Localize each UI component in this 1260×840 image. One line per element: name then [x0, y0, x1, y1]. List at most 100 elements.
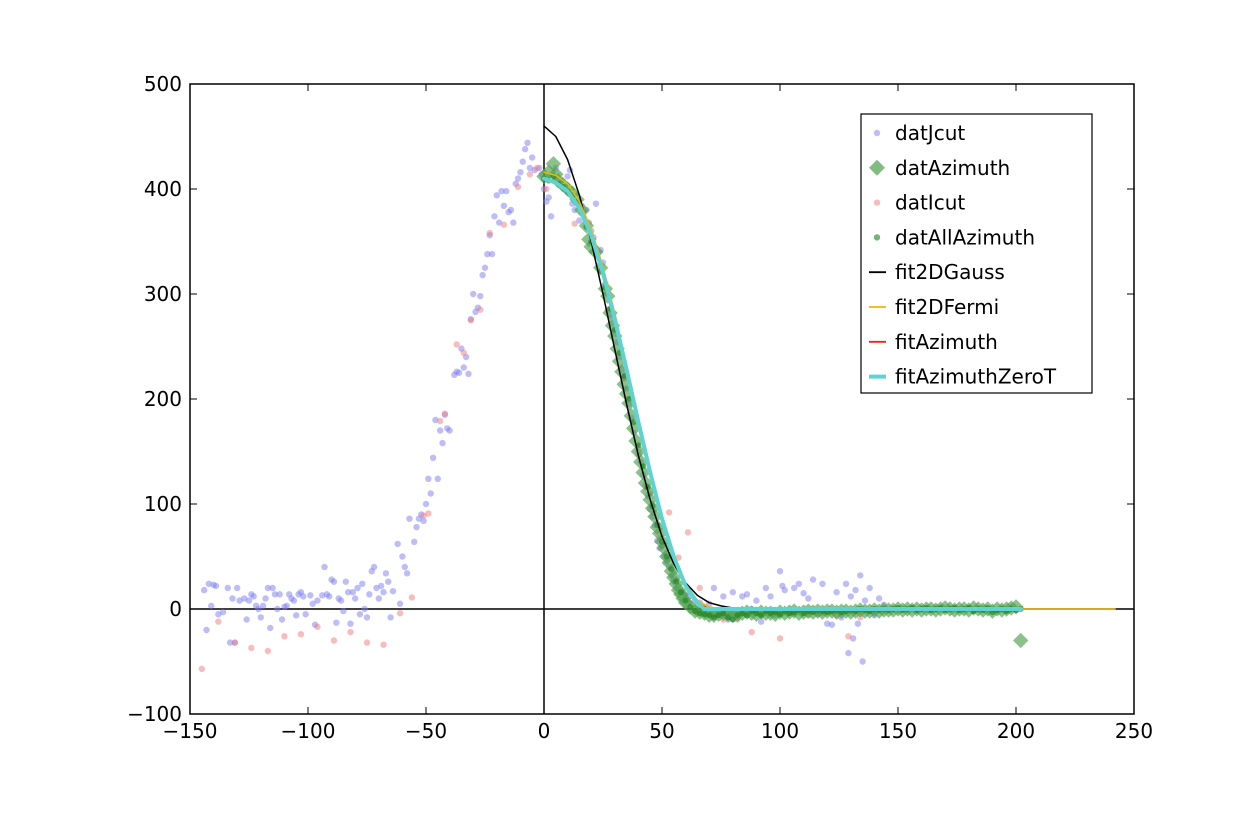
point-datjcut: [757, 618, 765, 625]
point-datjcut: [340, 607, 347, 615]
point-datjcut: [352, 595, 359, 602]
point-datjcut: [349, 589, 357, 596]
point-datallazimuth: [668, 566, 675, 573]
point-daticut: [776, 635, 784, 642]
point-datjcut: [208, 602, 215, 610]
legend-item-datazimuth: datAzimuth: [869, 156, 1010, 180]
point-datjcut: [859, 658, 866, 665]
legend-item-daticut: datIcut: [873, 191, 965, 215]
point-daticut: [441, 410, 449, 417]
point-datjcut: [326, 593, 333, 600]
point-datjcut: [262, 595, 269, 602]
point-datjcut: [302, 611, 309, 618]
point-datallazimuth: [739, 610, 746, 617]
point-datallazimuth: [743, 612, 750, 619]
point-datjcut: [267, 624, 274, 632]
legend-label-datazimuth: datAzimuth: [895, 156, 1010, 180]
point-datjcut: [547, 213, 555, 220]
point-daticut: [281, 633, 288, 640]
point-datjcut: [226, 639, 234, 646]
legend-item-fit2dfermi: fit2DFermi: [869, 295, 999, 319]
point-daticut: [500, 221, 508, 228]
point-datjcut: [420, 517, 427, 524]
point-datjcut: [356, 611, 364, 618]
point-datjcut: [394, 540, 401, 548]
point-datjcut: [852, 586, 859, 594]
point-datjcut: [344, 589, 352, 596]
point-daticut: [571, 220, 578, 227]
point-daticut: [436, 417, 444, 425]
point-datjcut: [753, 597, 760, 604]
point-daticut: [543, 185, 550, 193]
point-datjcut: [767, 593, 774, 600]
point-datjcut: [434, 475, 441, 482]
point-datjcut: [377, 582, 385, 590]
point-datjcut: [833, 589, 840, 596]
point-datallazimuth: [800, 610, 807, 617]
legend-item-fitazimuth: fitAzimuth: [869, 330, 998, 354]
point-daticut: [845, 633, 852, 640]
point-datjcut: [271, 591, 279, 598]
point-datallazimuth: [725, 614, 732, 621]
point-daticut: [477, 306, 484, 313]
point-datallazimuth: [630, 419, 637, 426]
series-fitazimuthzerot: [542, 176, 1023, 611]
point-daticut: [248, 644, 255, 652]
point-datjcut: [243, 616, 250, 623]
point-daticut: [696, 584, 703, 592]
line-fitazimuthzerot: [542, 176, 1023, 611]
point-datjcut: [283, 602, 290, 610]
point-daticut: [198, 665, 205, 673]
point-daticut: [425, 510, 432, 517]
point-datjcut: [800, 590, 807, 597]
point-datjcut: [809, 576, 817, 583]
point-datjcut: [234, 584, 241, 592]
x-tick-label: −50: [405, 719, 447, 743]
point-datjcut: [264, 584, 272, 592]
point-datjcut: [276, 591, 283, 598]
point-daticut: [408, 594, 416, 601]
legend-label-fit2dgauss: fit2DGauss: [895, 260, 1005, 284]
point-daticut: [665, 509, 673, 516]
point-datallazimuth: [767, 610, 774, 617]
point-datjcut: [257, 614, 264, 621]
point-datjcut: [510, 219, 517, 226]
point-datallazimuth: [663, 553, 670, 560]
legend-label-daticut: datIcut: [895, 191, 965, 215]
point-datallazimuth: [786, 610, 793, 617]
point-datjcut: [278, 616, 286, 623]
point-datjcut: [300, 593, 307, 600]
point-datjcut: [380, 589, 387, 596]
point-datazimuth: [1012, 632, 1029, 649]
point-datjcut: [354, 584, 361, 592]
point-datjcut: [524, 139, 531, 146]
point-datjcut: [337, 597, 345, 604]
legend-label-fitazimuthzerot: fitAzimuthZeroT: [895, 365, 1057, 389]
point-datjcut: [399, 553, 406, 560]
point-datjcut: [847, 593, 854, 600]
point-datallazimuth: [734, 612, 741, 619]
x-tick-label: 0: [538, 719, 551, 743]
point-datjcut: [576, 217, 583, 224]
point-datjcut: [488, 250, 496, 258]
point-daticut: [748, 628, 755, 636]
point-daticut: [533, 164, 541, 172]
x-tick-label: −150: [163, 719, 218, 743]
legend-label-fitazimuth: fitAzimuth: [895, 330, 998, 354]
point-datjcut: [203, 626, 210, 634]
point-datallazimuth: [710, 614, 717, 621]
point-daticut: [363, 639, 371, 646]
x-tick-label: −100: [281, 719, 336, 743]
point-daticut: [467, 317, 475, 324]
point-datjcut: [477, 292, 484, 300]
point-daticut: [297, 631, 305, 638]
point-datjcut: [861, 597, 869, 604]
point-datjcut: [507, 206, 515, 214]
point-daticut: [526, 171, 534, 178]
plot-content: [190, 84, 1134, 714]
line-fit2dgauss: [543, 125, 746, 610]
point-datjcut: [333, 619, 340, 626]
y-tick-label: 0: [169, 597, 182, 621]
point-datjcut: [545, 194, 552, 201]
legend-marker-datallazimuth: [873, 234, 881, 241]
